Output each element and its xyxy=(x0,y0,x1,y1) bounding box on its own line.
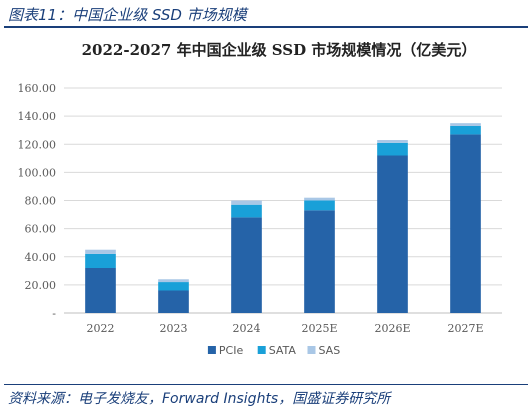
bar-sas-2026e xyxy=(377,140,408,143)
bar-sata-2022 xyxy=(85,253,116,268)
grid-lines xyxy=(64,87,502,314)
y-tick-label: 20.00 xyxy=(25,279,57,292)
figure-caption: 图表11：中国企业级 SSD 市场规模 xyxy=(8,6,247,24)
legend-swatch-pcie xyxy=(207,346,216,354)
legend-swatch-sas xyxy=(307,346,316,354)
stacked-bar-chart: 2022-2027 年中国企业级 SSD 市场规模情况（亿美元） - 20.00 4… xyxy=(18,41,502,357)
bar-sas-2027e xyxy=(450,123,481,126)
y-tick-label: 160.00 xyxy=(18,82,57,95)
source-note: 资料来源：电子发烧友，Forward Insights，国盛证券研究所 xyxy=(8,391,391,407)
y-tick-label: 80.00 xyxy=(25,195,57,208)
bar-sas-2025e xyxy=(304,197,335,201)
bar-sata-2025e xyxy=(304,200,335,211)
x-tick-label: 2025E xyxy=(301,322,337,335)
caption-rule xyxy=(4,26,528,28)
bar-pcie-2026e xyxy=(377,155,408,313)
y-tick-label: 60.00 xyxy=(25,223,57,236)
x-tick-label: 2022 xyxy=(87,322,115,335)
chart-title: 2022-2027 年中国企业级 SSD 市场规模情况（亿美元） xyxy=(82,41,477,59)
y-tick-label: 100.00 xyxy=(18,166,57,179)
y-axis-ticks: - 20.00 40.00 60.00 80.00 100.00 120.00 140.00 1… xyxy=(18,82,57,320)
bar-sata-2027e xyxy=(450,125,481,135)
legend-label-sata: SATA xyxy=(269,344,297,357)
y-tick-label: 140.00 xyxy=(18,110,57,123)
y-tick-label: - xyxy=(52,307,56,320)
bar-pcie-2023 xyxy=(158,290,189,313)
bar-pcie-2027e xyxy=(450,134,481,313)
y-tick-label: 40.00 xyxy=(25,251,57,264)
bar-pcie-2024 xyxy=(231,217,262,313)
y-tick-label: 120.00 xyxy=(18,138,57,151)
legend-swatch-sata xyxy=(257,346,266,354)
source-rule xyxy=(4,384,528,385)
bars xyxy=(85,123,481,313)
legend-label-sas: SAS xyxy=(319,344,341,357)
bar-sata-2023 xyxy=(158,282,189,291)
bar-pcie-2022 xyxy=(85,268,116,313)
x-tick-label: 2023 xyxy=(160,322,188,335)
bar-sata-2024 xyxy=(231,204,262,218)
x-axis-ticks: 2022 2023 2024 2025E 2026E 2027E xyxy=(87,322,484,335)
bar-sata-2026e xyxy=(377,142,408,156)
bar-sas-2024 xyxy=(231,200,262,205)
x-tick-label: 2026E xyxy=(374,322,410,335)
legend: PCIe SATA SAS xyxy=(207,344,341,357)
bar-pcie-2025e xyxy=(304,210,335,313)
legend-label-pcie: PCIe xyxy=(219,344,244,357)
x-tick-label: 2027E xyxy=(447,322,483,335)
bar-sas-2023 xyxy=(158,279,189,283)
x-tick-label: 2024 xyxy=(233,322,261,335)
bar-sas-2022 xyxy=(85,249,116,254)
